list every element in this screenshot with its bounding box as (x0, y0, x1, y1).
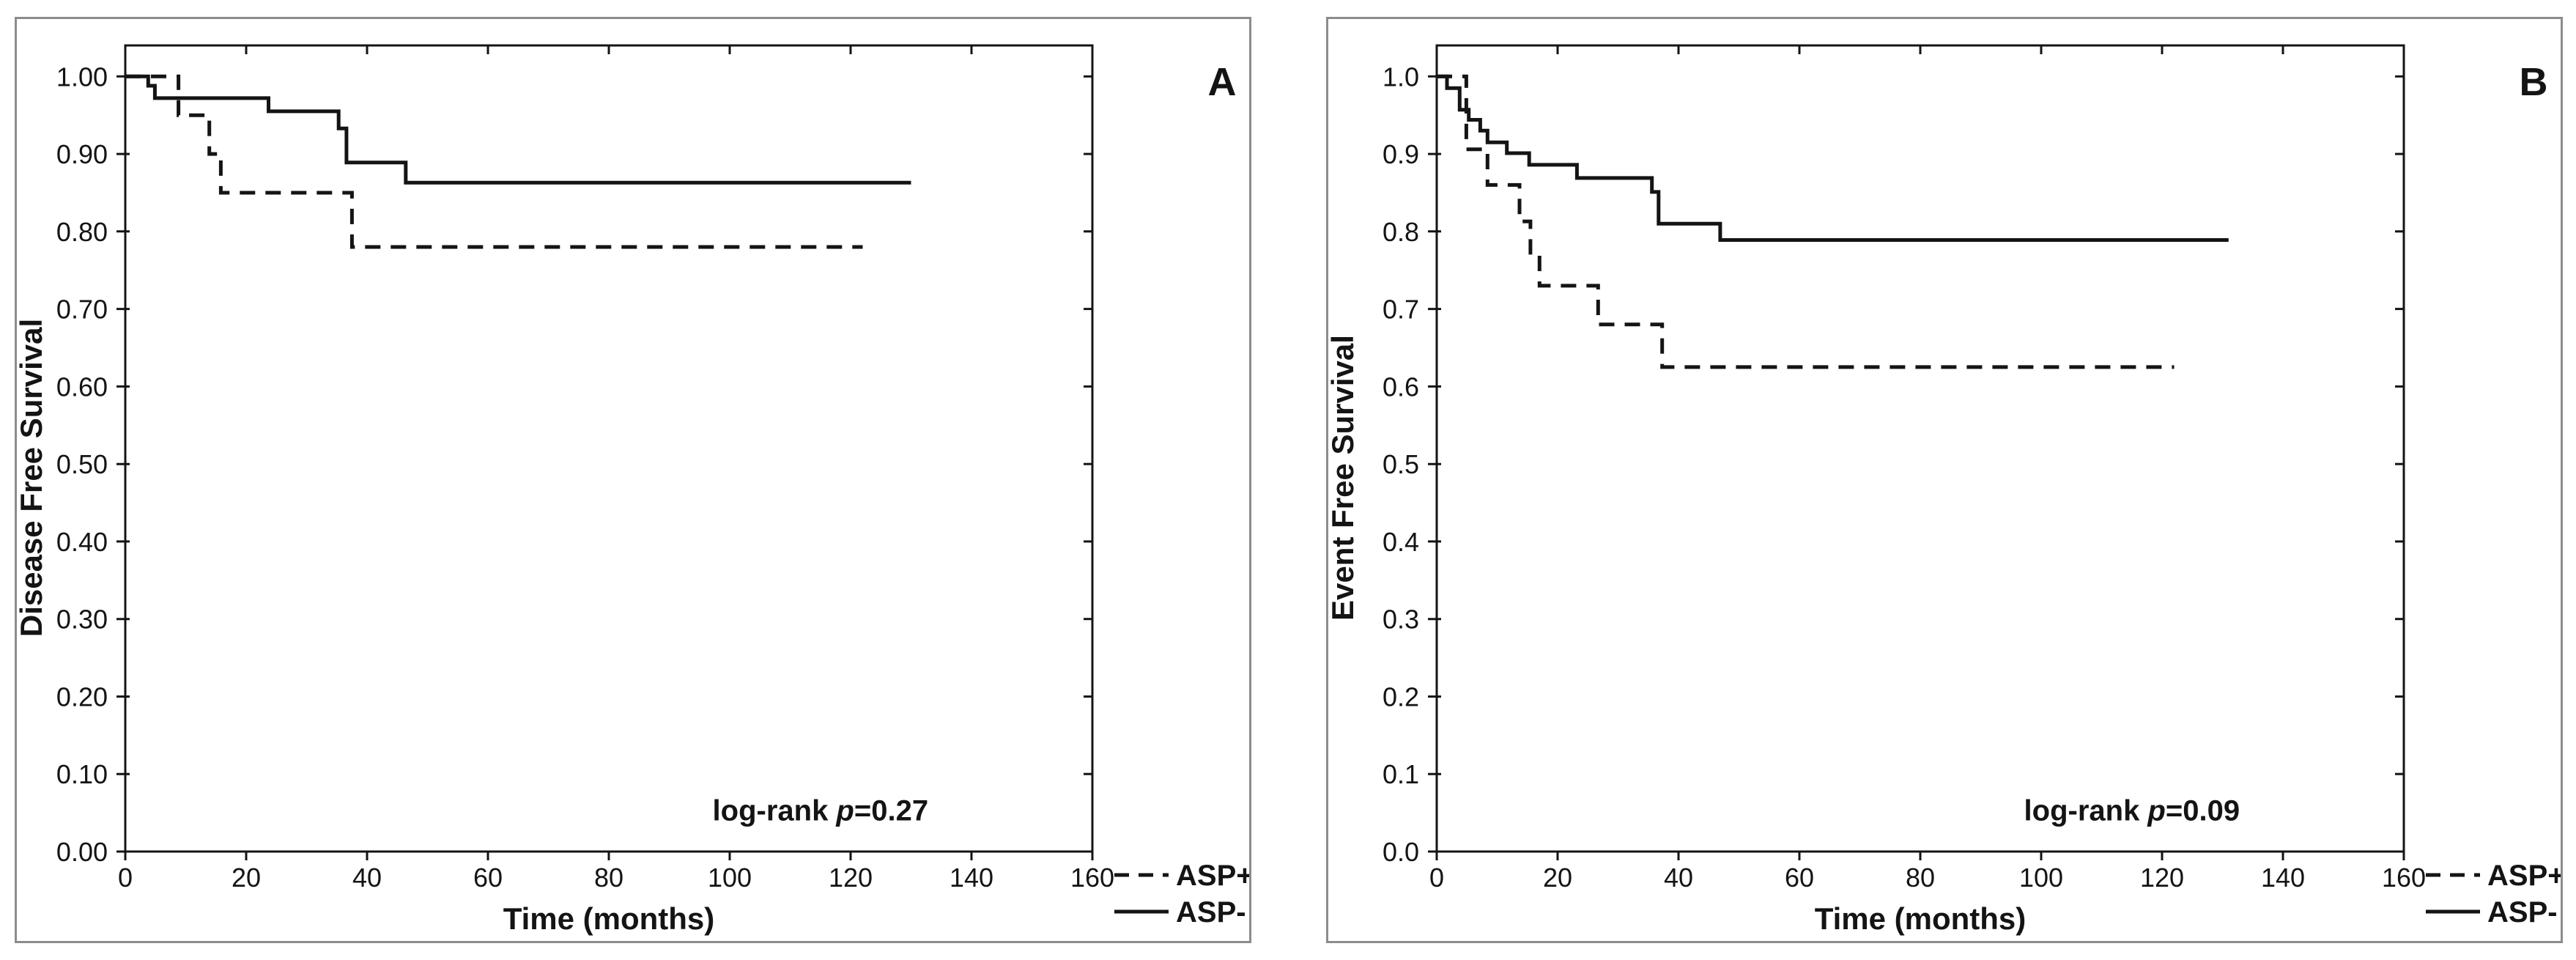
y-tick-label: 0.90 (56, 139, 108, 169)
x-tick-label: 0 (118, 863, 133, 893)
y-tick-label: 0.8 (1383, 217, 1419, 247)
y-axis-title: Event Free Survival (1328, 335, 1360, 621)
y-tick-label: 0.60 (56, 372, 108, 402)
log-rank-annotation: log-rank p=0.09 (2024, 795, 2240, 827)
x-tick-label: 160 (1070, 863, 1114, 893)
panel-b-chart: 0 20 40 60 80 100 120 140 160 0.0 0.1 0.2 0.3 0.4 0.5 0… (1328, 44, 2561, 936)
x-tick-label: 120 (2140, 863, 2184, 893)
x-tick-label: 60 (1785, 863, 1814, 893)
y-tick-label: 0.2 (1383, 682, 1419, 712)
y-tick-label: 0.9 (1383, 139, 1419, 169)
legend-label-asp-minus: ASP- (2487, 896, 2558, 928)
x-tick-label: 20 (232, 863, 261, 893)
km-curve-asp-minus (1437, 74, 2229, 242)
panel-a: 0 20 40 60 80 100 120 140 160 0.00 0.10 0.20 0.30 0.4… (15, 17, 1251, 943)
y-tick-label: 0.10 (56, 759, 108, 789)
y-tick-label: 0.4 (1383, 527, 1419, 557)
x-tick-label: 120 (829, 863, 873, 893)
x-tick-label: 100 (2019, 863, 2063, 893)
y-tick-label: 0.1 (1383, 759, 1419, 789)
legend-label-asp-minus: ASP- (1176, 896, 1246, 928)
y-tick-label: 0.00 (56, 837, 108, 867)
y-axis-title: Disease Free Survival (17, 319, 48, 637)
panel-letter: B (2520, 60, 2548, 104)
x-tick-label: 40 (352, 863, 382, 893)
plot-frame (124, 44, 1094, 853)
legend-label-asp-plus: ASP+ (1176, 860, 1249, 892)
panel-a-chart: 0 20 40 60 80 100 120 140 160 0.00 0.10 0.20 0.30 0.4… (17, 44, 1249, 936)
x-tick-label: 20 (1543, 863, 1572, 893)
y-tick-label: 0.0 (1383, 837, 1419, 867)
panel-letter: A (1208, 60, 1237, 104)
y-tick-label: 0.3 (1383, 605, 1419, 635)
x-tick-label: 60 (473, 863, 503, 893)
x-tick-label: 0 (1429, 863, 1444, 893)
y-tick-label: 0.5 (1383, 449, 1419, 479)
plot-frame (1435, 44, 2405, 853)
y-tick-label: 0.50 (56, 449, 108, 479)
x-tick-label: 40 (1664, 863, 1693, 893)
x-axis-title: Time (months) (1815, 901, 2027, 936)
x-tick-label: 140 (950, 863, 993, 893)
y-tick-label: 1.00 (56, 62, 108, 92)
x-tick-label: 140 (2261, 863, 2305, 893)
y-tick-label: 0.20 (56, 682, 108, 712)
y-tick-label: 0.6 (1383, 372, 1419, 402)
legend-label-asp-plus: ASP+ (2487, 860, 2561, 892)
y-tick-label: 0.70 (56, 295, 108, 325)
x-axis-title: Time (months) (503, 901, 715, 936)
y-tick-label: 0.30 (56, 605, 108, 635)
x-tick-label: 100 (708, 863, 752, 893)
y-tick-label: 0.7 (1383, 295, 1419, 325)
log-rank-annotation: log-rank p=0.27 (713, 795, 929, 827)
y-tick-label: 0.80 (56, 217, 108, 247)
km-curve-asp-minus (125, 74, 911, 185)
panel-b: 0 20 40 60 80 100 120 140 160 0.0 0.1 0.2 0.3 0.4 0.5 0… (1326, 17, 2563, 943)
km-curve-asp-plus (125, 74, 863, 249)
y-tick-label: 1.0 (1383, 62, 1419, 92)
x-tick-label: 80 (594, 863, 623, 893)
km-curve-asp-plus (1437, 74, 2175, 369)
x-tick-label: 80 (1906, 863, 1935, 893)
x-tick-label: 160 (2382, 863, 2426, 893)
y-tick-label: 0.40 (56, 527, 108, 557)
